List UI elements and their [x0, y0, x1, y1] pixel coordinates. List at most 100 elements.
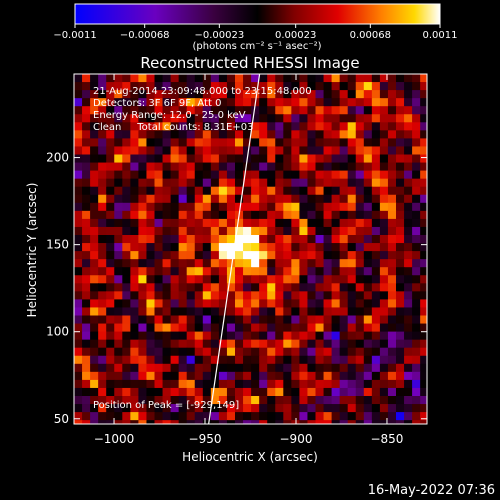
heatmap-cell	[363, 396, 373, 405]
heatmap-cell	[146, 130, 155, 139]
heatmap-cell	[396, 267, 405, 276]
heatmap-cell	[355, 98, 365, 107]
heatmap-cell	[379, 226, 389, 236]
heatmap-cell	[259, 339, 268, 349]
heatmap-cell	[412, 371, 421, 381]
heatmap-cell	[267, 243, 276, 252]
heatmap-cell	[420, 82, 427, 91]
heatmap-cell	[82, 259, 91, 268]
heatmap-cell	[396, 412, 405, 421]
heatmap-cell	[299, 323, 308, 333]
heatmap-cell	[420, 194, 427, 204]
heatmap-cell	[90, 98, 99, 107]
heatmap-cell	[259, 186, 268, 196]
heatmap-cell	[412, 82, 421, 91]
heatmap-cell	[396, 170, 405, 180]
heatmap-cell	[323, 194, 333, 204]
heatmap-cell	[90, 420, 99, 424]
heatmap-cell	[194, 363, 204, 373]
heatmap-cell	[291, 363, 300, 373]
y-tick-label: 150	[46, 238, 69, 252]
heatmap-cell	[243, 420, 252, 424]
heatmap-cell	[82, 226, 91, 236]
heatmap-cell	[210, 170, 220, 180]
heatmap-cell	[82, 396, 91, 405]
heatmap-cell	[371, 130, 381, 139]
heatmap-cell	[291, 331, 300, 341]
heatmap-cell	[194, 396, 204, 405]
heatmap-cell	[387, 283, 397, 292]
heatmap-cell	[210, 130, 220, 139]
heatmap-cell	[114, 379, 123, 389]
y-axis-label: Heliocentric Y (arcsec)	[25, 183, 39, 318]
heatmap-cell	[299, 130, 308, 139]
heatmap-cell	[194, 371, 204, 381]
heatmap-cell	[291, 114, 300, 123]
heatmap-cell	[146, 396, 155, 405]
heatmap-cell	[186, 323, 196, 333]
heatmap-cell	[130, 291, 139, 300]
heatmap-cell	[363, 323, 373, 333]
colorbar-gradient	[74, 3, 441, 25]
heatmap-cell	[98, 178, 107, 188]
heatmap-cell	[420, 267, 427, 276]
heatmap-cell	[259, 315, 268, 325]
heatmap-cell	[122, 387, 131, 397]
heatmap-cell	[194, 170, 204, 180]
heatmap-cell	[323, 299, 333, 308]
heatmap-cell	[323, 283, 333, 292]
heatmap-cell	[283, 283, 292, 292]
heatmap-cell	[210, 90, 220, 99]
heatmap-cell	[251, 315, 260, 325]
heatmap-cell	[186, 315, 196, 325]
heatmap-cell	[355, 387, 365, 397]
heatmap-cell	[146, 251, 155, 260]
heatmap-cell	[299, 387, 308, 397]
heatmap-cell	[291, 106, 300, 115]
heatmap-cell	[82, 355, 91, 365]
heatmap-cell	[291, 251, 300, 260]
heatmap-cell	[331, 170, 341, 180]
heatmap-cell	[74, 347, 83, 357]
heatmap-cell	[251, 235, 260, 244]
heatmap-cell	[202, 307, 212, 316]
heatmap-cell	[420, 138, 427, 147]
heatmap-cell	[154, 226, 164, 236]
heatmap-cell	[283, 412, 292, 421]
heatmap-cell	[170, 355, 180, 365]
heatmap-cell	[307, 267, 316, 276]
heatmap-cell	[347, 162, 357, 172]
heatmap-cell	[170, 363, 180, 373]
heatmap-cell	[251, 363, 260, 373]
heatmap-cell	[170, 347, 180, 357]
heatmap-cell	[387, 235, 397, 244]
heatmap-cell	[259, 194, 268, 204]
heatmap-cell	[339, 114, 349, 123]
heatmap-cell	[379, 210, 389, 220]
heatmap-cell	[315, 243, 325, 252]
heatmap-cell	[283, 90, 292, 99]
annotation-time-range: 21-Aug-2014 23:09:48.000 to 23:15:48.000	[93, 86, 312, 97]
heatmap-cell	[178, 98, 188, 107]
heatmap-cell	[170, 186, 180, 196]
heatmap-cell	[275, 74, 284, 83]
heatmap-cell	[412, 114, 421, 123]
heatmap-cell	[420, 420, 427, 424]
heatmap-cell	[331, 379, 341, 389]
heatmap-cell	[363, 347, 373, 357]
heatmap-cell	[186, 106, 196, 115]
heatmap-cell	[355, 251, 365, 260]
heatmap-cell	[235, 396, 244, 405]
heatmap-cell	[283, 299, 292, 308]
heatmap-cell	[259, 130, 268, 139]
heatmap-cell	[307, 379, 316, 389]
heatmap-cell	[299, 210, 308, 220]
heatmap-cell	[130, 122, 139, 131]
heatmap-cell	[218, 162, 228, 172]
heatmap-cell	[404, 82, 413, 91]
heatmap-cell	[194, 106, 204, 115]
heatmap-cell	[396, 74, 405, 83]
heatmap-cell	[259, 82, 268, 91]
heatmap-cell	[130, 331, 139, 341]
